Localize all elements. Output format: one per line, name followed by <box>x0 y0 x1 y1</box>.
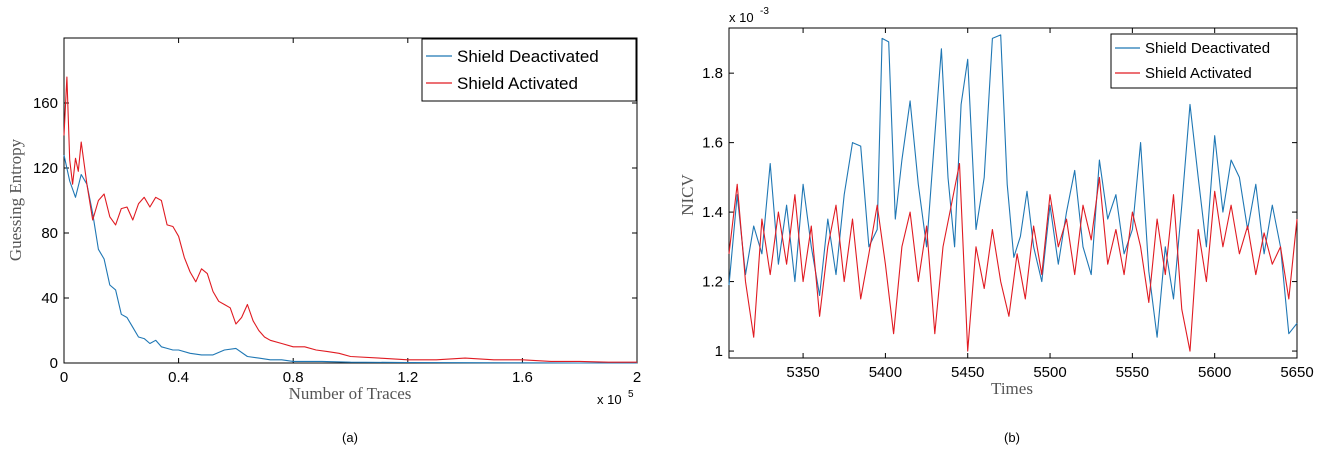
chart-a-ticks: 0 0.4 0.8 1.2 1.6 2 0 40 80 120 160 <box>33 38 641 386</box>
chart-a-legend-label-deactivated: Shield Deactivated <box>457 47 599 66</box>
chart-a-x-tick-label: 1.6 <box>512 369 533 386</box>
chart-b-y-multiplier-base: x 10 <box>729 10 754 25</box>
chart-b-series-line-activated <box>728 162 1298 352</box>
chart-a-x-tick-label: 0 <box>60 369 68 386</box>
chart-b-y-multiplier-exp: -3 <box>760 6 769 17</box>
chart-b-x-tick-label: 5450 <box>951 364 984 381</box>
chart-a-y-tick-label: 80 <box>41 225 58 242</box>
chart-a-y-tick-label: 40 <box>41 290 58 307</box>
chart-b-x-tick-label: 5600 <box>1198 364 1231 381</box>
chart-b-y-multiplier: x 10 -3 <box>729 6 769 25</box>
chart-a-y-tick-label: 120 <box>33 160 58 177</box>
chart-b-y-tick-label: 1 <box>715 343 723 360</box>
chart-a-x-tick-label: 2 <box>633 369 641 386</box>
chart-b-y-tick-label: 1.8 <box>702 65 723 82</box>
chart-a-x-tick-label: 0.8 <box>283 369 304 386</box>
chart-a-x-tick-label: 1.2 <box>397 369 418 386</box>
chart-b-legend-label-deactivated: Shield Deactivated <box>1145 40 1270 57</box>
chart-b-legend-label-activated: Shield Activated <box>1145 65 1252 82</box>
chart-a-series-line-activated <box>63 76 637 363</box>
chart-a-y-tick-label: 0 <box>50 355 58 372</box>
chart-b-y-label: NICV <box>678 174 697 216</box>
chart-a-caption: (a) <box>342 430 358 445</box>
chart-a-x-label: Number of Traces <box>289 384 412 403</box>
chart-a-guessing-entropy: 0 0.4 0.8 1.2 1.6 2 0 40 80 120 160 Number of Trac… <box>6 37 641 445</box>
chart-a-x-tick-label: 0.4 <box>168 369 189 386</box>
chart-b-series-line-deactivated <box>728 34 1298 338</box>
chart-b-x-tick-label: 5550 <box>1116 364 1149 381</box>
chart-a-legend-box <box>421 38 637 102</box>
chart-b-x-tick-label: 5350 <box>786 364 819 381</box>
chart-b-caption: (b) <box>1004 430 1020 445</box>
chart-a-series-line-deactivated <box>63 154 637 364</box>
chart-b-x-tick-label: 5500 <box>1033 364 1066 381</box>
chart-a-legend: Shield Deactivated Shield Activated <box>421 38 637 102</box>
chart-b-x-tick-label: 5400 <box>869 364 902 381</box>
chart-b-ticks: 5350 5400 5450 5500 5550 5600 5650 1 1.2 1.4 1.6 1.… <box>702 28 1314 381</box>
chart-a-x-multiplier: x 10 5 <box>597 389 634 407</box>
chart-b-y-tick-label: 1.2 <box>702 274 723 291</box>
chart-b-legend: Shield Deactivated Shield Activated <box>1110 33 1298 89</box>
chart-b-series <box>728 34 1298 352</box>
chart-a-legend-label-activated: Shield Activated <box>457 74 578 93</box>
chart-b-y-tick-label: 1.6 <box>702 135 723 152</box>
chart-b-y-tick-label: 1.4 <box>702 204 723 221</box>
chart-a-x-multiplier-exp: 5 <box>628 389 634 400</box>
chart-b-legend-box <box>1110 33 1298 89</box>
chart-a-x-multiplier-base: x 10 <box>597 392 622 407</box>
chart-a-series <box>63 76 637 364</box>
chart-a-y-tick-label: 160 <box>33 95 58 112</box>
chart-b-nicv: 5350 5400 5450 5500 5550 5600 5650 1 1.2 1.4 1.6 1.… <box>678 6 1314 445</box>
chart-b-x-tick-label: 5650 <box>1280 364 1313 381</box>
chart-a-y-label: Guessing Entropy <box>6 138 25 261</box>
chart-b-x-label: Times <box>991 379 1033 398</box>
